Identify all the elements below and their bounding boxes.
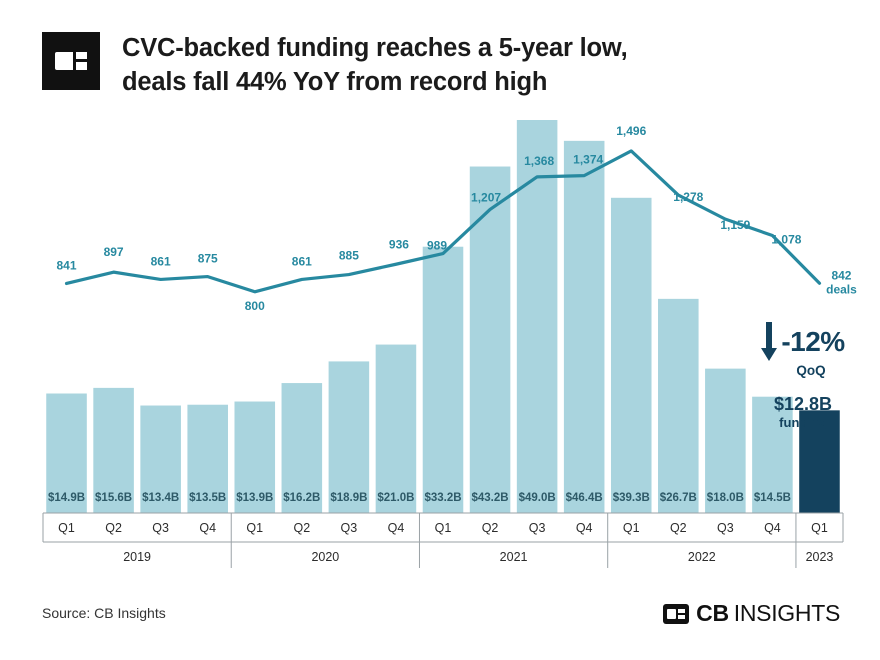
bar-Q3-2019: [140, 405, 181, 513]
x-tick-year: 2023: [806, 550, 834, 564]
deals-value-label: 861: [292, 254, 312, 268]
qoq-callout: -12% QoQ $12.8B funding: [748, 322, 858, 430]
logo-shape-left: [55, 52, 73, 70]
footer-logo-insights: INSIGHTS: [733, 600, 841, 626]
footer-logo-cb: CB: [696, 600, 729, 626]
deals-value-label: 875: [198, 252, 218, 266]
page-title: CVC-backed funding reaches a 5-year low,…: [122, 32, 628, 100]
deals-value-label: 1,078: [771, 233, 801, 247]
bar-Q1-2020: [234, 401, 276, 513]
x-tick-quarter: Q3: [152, 521, 169, 535]
source-note: Source: CB Insights: [42, 605, 166, 621]
x-tick-quarter: Q1: [58, 521, 75, 535]
bar-Q4-2021: [563, 140, 605, 513]
x-tick-quarter: Q4: [576, 521, 593, 535]
bar-value-label: $15.6B: [95, 492, 132, 504]
bar-value-label: $46.4B: [566, 492, 603, 504]
bar-Q1-2022: [610, 197, 652, 514]
bar-value-label: $18.0B: [707, 492, 744, 504]
bar-value-label: $26.7B: [660, 492, 697, 504]
deals-value-label: 1,374: [573, 153, 603, 167]
page-title-line-1: CVC-backed funding reaches a 5-year low,: [122, 34, 628, 62]
bar-Q4-2022: [752, 396, 793, 513]
qoq-percent: -12%: [781, 326, 845, 357]
x-tick-quarter: Q3: [529, 521, 546, 535]
x-tick-quarter: Q1: [623, 521, 640, 535]
logo-shape-bottom-right: [76, 62, 87, 70]
bar-Q3-2020: [328, 361, 370, 513]
x-tick-quarter: Q2: [482, 521, 499, 535]
arrow-down-icon: [761, 322, 778, 362]
x-tick-year: 2019: [123, 550, 151, 564]
deals-value-label: 1,159: [720, 218, 750, 232]
bar-Q4-2019: [187, 404, 228, 513]
x-tick-quarter: Q4: [388, 521, 405, 535]
bar-value-label: $33.2B: [424, 492, 461, 504]
bar-Q1-2021: [422, 246, 464, 513]
qoq-period-label: QoQ: [796, 363, 826, 378]
deals-value-label: 897: [104, 245, 124, 259]
x-tick-quarter: Q3: [341, 521, 358, 535]
bar-value-label: $43.2B: [472, 492, 509, 504]
deals-line-series: [64, 149, 822, 294]
bar-value-label: $39.3B: [613, 492, 650, 504]
deals-unit-label: deals: [826, 282, 857, 296]
latest-funding-label: funding: [779, 414, 827, 430]
chart-header: CVC-backed funding reaches a 5-year low,…: [42, 32, 628, 100]
bar-value-label: $16.2B: [283, 492, 320, 504]
qoq-change-row: -12%: [748, 322, 858, 362]
deals-value-label: 1,278: [673, 190, 703, 204]
bar-Q4-2020: [375, 344, 417, 513]
cb-insights-square-icon: [42, 32, 100, 90]
bar-Q2-2019: [93, 387, 134, 513]
x-tick-quarter: Q2: [670, 521, 687, 535]
bar-value-label: $21.0B: [377, 492, 414, 504]
x-tick-quarter: Q3: [717, 521, 734, 535]
deals-value-label: 861: [151, 254, 171, 268]
deals-value-label: 1,368: [524, 154, 554, 168]
bar-value-label: $13.5B: [189, 492, 226, 504]
logo-shape-top-right: [76, 52, 87, 59]
x-tick-quarter: Q1: [246, 521, 263, 535]
x-tick-quarter: Q4: [764, 521, 781, 535]
deals-value-label: 800: [245, 299, 265, 313]
footer-logo: CB INSIGHTS: [663, 600, 840, 627]
bar-Q1-2023: [799, 410, 840, 513]
x-tick-quarter: Q2: [105, 521, 122, 535]
bar-value-label: $14.9B: [48, 492, 85, 504]
deals-value-label: 885: [339, 249, 359, 263]
latest-funding-value: $12.8B: [773, 394, 833, 414]
x-tick-year: 2022: [688, 550, 716, 564]
bar-value-label: $13.4B: [142, 492, 179, 504]
bar-Q2-2020: [281, 383, 323, 513]
bar-Q1-2019: [46, 393, 87, 513]
deals-value-label: 989: [427, 239, 447, 253]
x-tick-quarter: Q2: [293, 521, 310, 535]
bar-Q3-2022: [705, 368, 746, 513]
x-tick-quarter: Q4: [199, 521, 216, 535]
page-title-line-2: deals fall 44% YoY from record high: [122, 67, 548, 96]
x-tick-quarter: Q1: [811, 521, 828, 535]
bar-value-label: $13.9B: [236, 492, 273, 504]
deals-value-label: 1,207: [471, 190, 501, 204]
bar-Q2-2021: [469, 166, 511, 513]
bar-value-label: $14.5B: [754, 492, 791, 504]
bar-value-label: $49.0B: [519, 492, 556, 504]
bar-Q3-2021: [516, 120, 558, 513]
x-tick-quarter: Q1: [435, 521, 452, 535]
x-tick-year: 2020: [311, 550, 339, 564]
bar-value-label: $18.9B: [330, 492, 367, 504]
deals-value-label: 1,496: [616, 124, 646, 138]
deals-value-label: 936: [389, 237, 409, 251]
x-tick-year: 2021: [500, 550, 528, 564]
deals-last-value-label: 842: [831, 268, 851, 282]
bar-Q2-2022: [658, 298, 699, 513]
cb-insights-square-icon: [663, 603, 690, 624]
deals-value-label: 841: [57, 258, 77, 272]
